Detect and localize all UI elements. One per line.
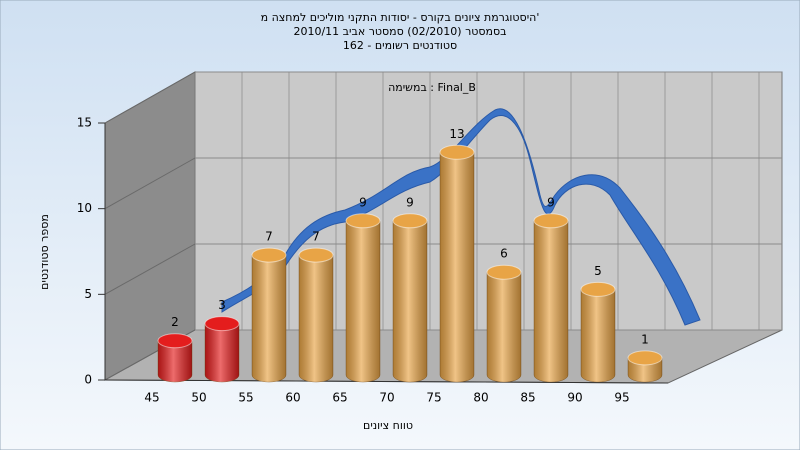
bar-shade: [299, 255, 333, 382]
bar-shade: [440, 152, 474, 382]
bar-shade: [581, 289, 615, 382]
x-tick-label: 80: [473, 391, 488, 405]
bar-top: [627, 350, 663, 366]
grid-line: [104, 243, 196, 295]
value-label: 6: [500, 247, 508, 261]
bar-top: [580, 281, 616, 297]
bar-top: [204, 316, 240, 332]
x-axis-label: טווח ציונים: [363, 419, 413, 432]
x-tick-label: 50: [191, 391, 206, 405]
bar-top: [251, 247, 287, 263]
value-label: 2: [171, 315, 179, 329]
value-label: 5: [594, 264, 602, 278]
bar-top: [157, 333, 193, 349]
chart-title: היסטוגרמת ציונים בקורס - יסודות התקני מו…: [261, 11, 540, 24]
y-tick-label: 0: [84, 373, 92, 387]
bar-shade: [534, 220, 568, 382]
value-label: 9: [359, 195, 367, 209]
y-axis-label: מספר סטודנטים: [38, 214, 51, 290]
bar-shade: [487, 272, 521, 382]
value-label: 3: [218, 298, 226, 312]
value-label: 9: [406, 195, 414, 209]
bar-top: [439, 144, 475, 160]
x-tick-label: 70: [379, 391, 394, 405]
bar-shade: [158, 340, 192, 382]
x-tick-label: 45: [144, 391, 159, 405]
value-label: 7: [265, 230, 273, 244]
y-tick-label: 15: [77, 116, 92, 130]
x-tick-label: 55: [238, 391, 253, 405]
x-tick-label: 95: [614, 391, 629, 405]
x-tick-label: 85: [520, 391, 535, 405]
x-tick-label: 90: [567, 391, 582, 405]
bar-top: [533, 213, 569, 229]
bar-shade: [252, 255, 286, 382]
y-tick-label: 5: [84, 287, 92, 301]
y-tick-label: 10: [77, 201, 92, 215]
bar-shade: [346, 220, 380, 382]
x-tick-label: 60: [285, 391, 300, 405]
value-label: 9: [547, 195, 555, 209]
annotation: במשימה : Final_B: [388, 81, 476, 94]
bar-top: [392, 213, 428, 229]
x-tick-label: 75: [426, 391, 441, 405]
x-tick-label: 65: [332, 391, 347, 405]
bar-top: [298, 247, 334, 263]
bar-shade: [393, 220, 427, 382]
value-label: 7: [312, 230, 320, 244]
bar-shade: [205, 323, 239, 382]
value-label: 1: [641, 332, 649, 346]
back-wall-verticals: [241, 72, 760, 330]
bar-top: [345, 213, 381, 229]
grid-line: [104, 71, 196, 124]
chart-subtitle: סטודנטים רשומים - 162: [343, 39, 457, 52]
bar-top: [486, 264, 522, 280]
x-axis: [104, 379, 669, 384]
value-label: 13: [449, 127, 464, 141]
chart-subtitle: בסמסטר (02/2010) סמסטר אביב 2010/11: [293, 25, 506, 38]
grid-line: [104, 157, 196, 210]
